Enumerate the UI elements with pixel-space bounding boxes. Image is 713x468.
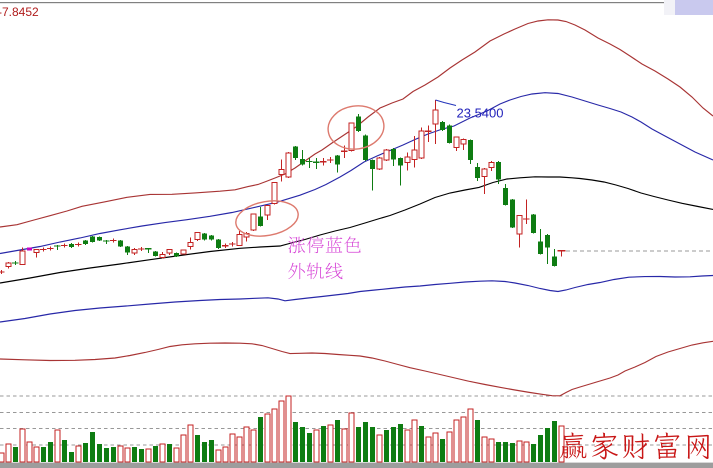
svg-text:23.5400: 23.5400 — [457, 106, 504, 121]
svg-text:-7.8452: -7.8452 — [0, 5, 39, 19]
